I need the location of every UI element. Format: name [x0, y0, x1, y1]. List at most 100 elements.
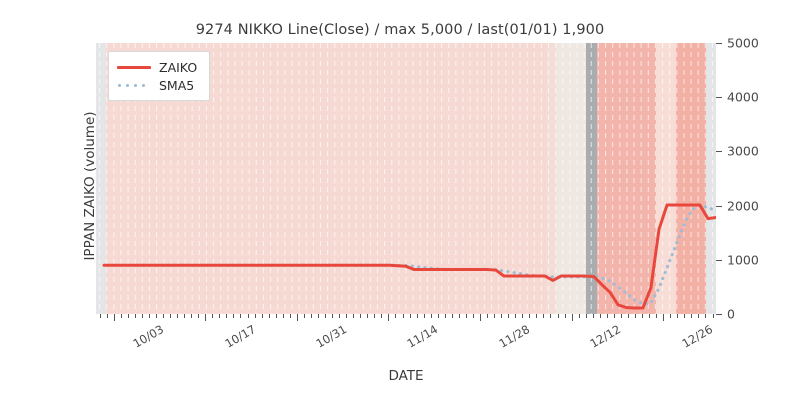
x-tick-minor — [465, 314, 467, 318]
x-tick-minor — [458, 314, 460, 318]
x-tick-minor — [409, 314, 411, 318]
x-tick-minor — [501, 314, 503, 318]
y-tick-label: 0 — [727, 306, 735, 322]
x-tick-minor — [515, 314, 517, 318]
x-axis-title: DATE — [388, 368, 424, 384]
x-tick-minor — [670, 314, 672, 318]
x-tick-minor — [620, 314, 622, 318]
legend-item-sma5[interactable]: SMA5 — [117, 76, 197, 94]
y-tick-mark — [716, 97, 722, 99]
background-band — [655, 43, 677, 314]
x-tick-minor — [247, 314, 249, 318]
background-band — [546, 43, 557, 314]
x-tick-minor — [649, 314, 651, 318]
x-tick-minor — [219, 314, 221, 318]
x-tick-minor — [381, 314, 383, 318]
y-tick-label: 4000 — [727, 89, 759, 105]
x-tick-minor — [698, 314, 700, 318]
series-lines — [102, 203, 716, 310]
x-tick-minor — [472, 314, 474, 318]
x-tick-minor — [353, 314, 355, 318]
x-tick-major — [480, 314, 481, 321]
x-tick-minor — [451, 314, 453, 318]
y-tick-mark — [716, 259, 722, 261]
x-tick-minor — [677, 314, 679, 318]
x-tick-minor — [557, 314, 559, 318]
legend-key-solid-line-icon — [117, 60, 151, 74]
x-tick-major — [296, 314, 298, 321]
legend-label-zaiko: ZAIKO — [159, 59, 198, 75]
y-tick-mark — [716, 205, 722, 207]
x-tick-minor — [289, 314, 291, 318]
x-tick-minor — [134, 314, 136, 318]
x-tick-minor — [613, 314, 615, 318]
x-axis-tick-labels: 10/03 10/17 10/31 11/14 11/28 12/12 12/26 — [96, 322, 716, 362]
x-tick-minor — [522, 314, 524, 318]
x-tick-minor — [141, 314, 143, 318]
x-tick-minor — [508, 314, 510, 318]
x-tick-minor — [317, 314, 319, 318]
x-tick-minor — [191, 314, 193, 318]
x-tick-minor — [550, 314, 552, 318]
x-tick-minor — [254, 314, 256, 318]
y-tick-label: 1000 — [727, 252, 759, 268]
x-tick-minor — [120, 314, 122, 318]
x-tick-minor — [416, 314, 418, 318]
x-tick-minor — [332, 314, 333, 318]
series-line-sma5 — [135, 203, 716, 306]
x-tick-minor — [705, 314, 707, 318]
x-tick-major — [113, 314, 115, 321]
x-tick-minor — [423, 314, 425, 318]
y-axis-ticks — [716, 43, 723, 315]
x-tick-minor — [303, 314, 305, 318]
x-tick-label: 12/26 — [678, 322, 715, 351]
x-tick-minor — [684, 314, 686, 318]
x-tick-minor — [712, 314, 714, 318]
y-axis-tick-labels: 0 1000 2000 3000 4000 5000 — [727, 36, 797, 322]
x-tick-minor — [177, 314, 178, 318]
background-band — [556, 43, 587, 314]
legend-key-dotted-line-icon — [117, 78, 151, 92]
x-tick-minor — [226, 314, 228, 318]
chart-legend[interactable]: ZAIKO SMA5 — [108, 51, 211, 101]
x-tick-minor — [325, 314, 326, 318]
x-tick-label: 11/14 — [404, 322, 441, 351]
x-tick-major — [663, 314, 665, 321]
x-tick-minor — [367, 314, 369, 318]
y-axis-title: IPPAN ZAIKO (volume) — [82, 111, 98, 261]
x-tick-minor — [564, 314, 566, 318]
x-tick-major — [388, 314, 390, 321]
y-tick-label: 2000 — [727, 198, 759, 214]
x-tick-minor — [184, 314, 186, 318]
x-tick-minor — [599, 314, 601, 318]
series-line-zaiko — [102, 203, 716, 310]
background-band — [706, 43, 716, 314]
legend-item-zaiko[interactable]: ZAIKO — [117, 58, 197, 76]
x-tick-label: 12/12 — [587, 322, 624, 351]
x-tick-minor — [395, 314, 397, 318]
y-tick-mark — [716, 151, 722, 153]
x-tick-minor — [374, 314, 376, 318]
x-tick-minor — [691, 314, 693, 318]
x-axis-ticks — [96, 314, 716, 322]
x-tick-minor — [106, 314, 108, 318]
x-tick-minor — [578, 314, 580, 318]
x-tick-minor — [99, 314, 101, 318]
x-tick-minor — [494, 314, 496, 318]
x-tick-minor — [233, 314, 235, 318]
x-tick-minor — [529, 314, 531, 318]
x-tick-minor — [155, 314, 157, 318]
x-tick-minor — [543, 314, 545, 318]
x-tick-minor — [212, 314, 214, 318]
legend-label-sma5: SMA5 — [159, 77, 195, 93]
x-tick-minor — [198, 314, 200, 318]
x-tick-minor — [282, 314, 284, 318]
x-tick-minor — [275, 314, 277, 318]
x-tick-minor — [444, 314, 446, 318]
x-tick-label: 10/03 — [130, 322, 167, 351]
y-tick-mark — [716, 43, 722, 44]
x-tick-major — [571, 314, 573, 321]
x-tick-minor — [585, 314, 587, 318]
x-tick-minor — [240, 314, 242, 318]
y-tick-label: 5000 — [727, 35, 759, 51]
